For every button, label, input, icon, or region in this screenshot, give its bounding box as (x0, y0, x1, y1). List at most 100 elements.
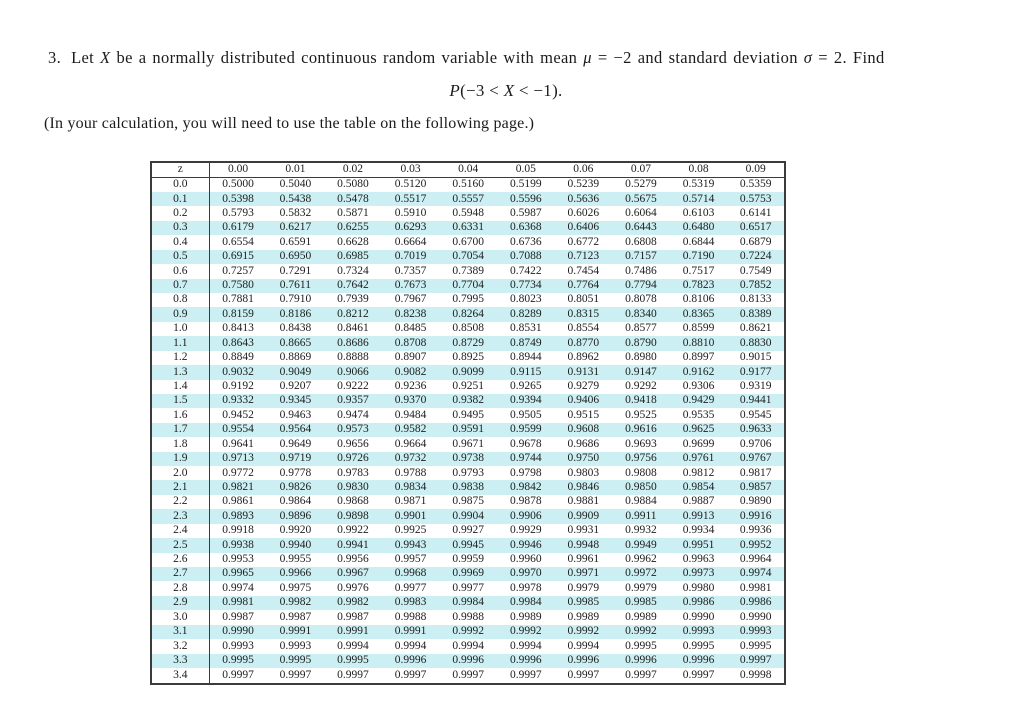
probability-cell: 0.9049 (279, 365, 312, 378)
probability-cell: 0.9793 (452, 466, 484, 479)
probability-cell: 0.9975 (279, 581, 312, 594)
z-value-cell: 1.8 (151, 437, 210, 452)
probability-cell: 0.9997 (279, 668, 312, 681)
z-value-cell: 1.7 (151, 422, 210, 438)
probability-cell: 0.9997 (452, 668, 484, 681)
probability-cell: 0.7881 (222, 293, 254, 306)
z-value-cell: 0.1 (151, 192, 210, 207)
probability-cell: 0.6141 (739, 206, 772, 219)
z-value-cell: 2.0 (151, 466, 210, 481)
probability-cell: 0.7794 (625, 279, 657, 292)
probability-cell: 0.9893 (222, 509, 254, 522)
probability-cell: 0.9997 (394, 668, 427, 681)
probability-cell: 0.8508 (452, 322, 484, 335)
probability-cell: 0.6844 (682, 235, 715, 248)
probability-cell: 0.9678 (509, 437, 542, 450)
problem-text-2: be a normally distributed continuous ran… (110, 48, 584, 67)
probability-cell: 0.8749 (509, 336, 542, 349)
probability-p-symbol: P (449, 81, 461, 100)
probability-cell: 0.9997 (222, 668, 254, 681)
table-row: 2.3 0.9893 0.9896 0.9898 0.9901 0.9904 0.9906 0… (151, 509, 785, 524)
table-row: 1.1 0.8643 0.8665 0.8686 0.8708 0.8729 0.8749 0… (151, 336, 785, 351)
probability-cell: 0.9906 (509, 509, 542, 522)
probability-cell: 0.9984 (452, 596, 484, 609)
probability-cell: 0.9993 (222, 639, 254, 652)
z-value-cell: 0.6 (151, 264, 210, 279)
probability-cell: 0.9664 (394, 437, 427, 450)
table-row: 0.3 0.6179 0.6217 0.6255 0.6293 0.6331 0.6368 0… (151, 220, 785, 236)
table-row: 3.3 0.9995 0.9995 0.9995 0.9996 0.9996 0.9996 0… (151, 653, 785, 668)
probability-cell: 0.9916 (739, 509, 772, 522)
probability-cell: 0.9985 (625, 596, 657, 609)
probability-expression: P(−3 < X < −1). (0, 81, 1012, 101)
probability-cell: 0.9980 (682, 581, 715, 594)
probability-cell: 0.5080 (337, 178, 369, 191)
probability-cell: 0.8554 (567, 322, 600, 335)
probability-cell: 0.8485 (394, 322, 427, 335)
probability-cell: 0.5359 (739, 178, 772, 191)
probability-cell: 0.8665 (279, 336, 312, 349)
probability-cell: 0.8389 (739, 307, 772, 320)
probability-cell: 0.9656 (337, 437, 369, 450)
probability-cell: 0.6772 (567, 235, 600, 248)
probability-cell: 0.9943 (394, 538, 427, 551)
probability-cell: 0.9982 (337, 596, 369, 609)
probability-cell: 0.9986 (739, 596, 772, 609)
probability-cell: 0.9968 (394, 567, 427, 580)
probability-cell: 0.9932 (625, 524, 657, 537)
probability-cell: 0.9332 (222, 394, 254, 407)
probability-cell: 0.8186 (279, 307, 312, 320)
probability-cell: 0.9706 (739, 437, 772, 450)
probability-cell: 0.9382 (452, 394, 484, 407)
probability-cell: 0.9901 (394, 509, 427, 522)
probability-cell: 0.8980 (625, 351, 657, 364)
probability-cell: 0.8770 (567, 336, 600, 349)
probability-cell: 0.9994 (452, 639, 484, 652)
probability-cell: 0.8849 (222, 351, 254, 364)
probability-cell: 0.9192 (222, 379, 254, 392)
problem-statement: 3. Let X be a normally distributed contin… (48, 48, 998, 68)
probability-cell: 0.9463 (279, 408, 312, 421)
probability-cell: 0.9948 (567, 538, 600, 551)
probability-cell: 0.9909 (567, 509, 600, 522)
probability-cell: 0.8708 (394, 336, 427, 349)
probability-cell: 0.9279 (567, 379, 600, 392)
probability-cell: 0.9981 (739, 581, 772, 594)
probability-cell: 0.9936 (739, 524, 772, 537)
probability-cell: 0.9977 (394, 581, 427, 594)
probability-cell: 0.9972 (625, 567, 657, 580)
probability-cell: 0.9992 (625, 625, 657, 638)
probability-cell: 0.9761 (682, 452, 715, 465)
probability-cell: 0.7324 (337, 264, 369, 277)
probability-cell: 0.9979 (567, 581, 600, 594)
probability-cell: 0.7517 (682, 264, 715, 277)
probability-cell: 0.9979 (625, 581, 657, 594)
probability-cell: 0.9967 (337, 567, 369, 580)
column-header: 0.00 (209, 162, 267, 178)
table-row: 0.6 0.7257 0.7291 0.7324 0.7357 0.7389 0.7422 0… (151, 264, 785, 279)
probability-cell: 0.9918 (222, 524, 254, 537)
probability-cell: 0.9821 (222, 480, 254, 493)
table-row: 1.9 0.9713 0.9719 0.9726 0.9732 0.9738 0.9744 0… (151, 451, 785, 467)
z-value-cell: 1.0 (151, 321, 210, 337)
probability-cell: 0.7157 (625, 250, 657, 263)
probability-cell: 0.9995 (739, 639, 772, 652)
table-row: 3.2 0.9993 0.9993 0.9994 0.9994 0.9994 0.9994 0… (151, 639, 785, 654)
probability-cell: 0.9884 (625, 495, 657, 508)
column-header: 0.07 (612, 162, 670, 178)
probability-cell: 0.9345 (279, 394, 312, 407)
standard-normal-table: z 0.00 0.01 0.02 0.03 0.04 0.05 0.06 0.07 0.08 0.… (150, 161, 786, 685)
probability-cell: 0.6179 (222, 221, 254, 234)
probability-cell: 0.7190 (682, 250, 715, 263)
z-value-cell: 2.1 (151, 480, 210, 495)
probability-cell: 0.6026 (567, 206, 600, 219)
z-value-cell: 2.4 (151, 523, 210, 539)
probability-cell: 0.9817 (739, 466, 772, 479)
probability-cell: 0.6255 (337, 221, 369, 234)
probability-cell: 0.9938 (222, 538, 254, 551)
probability-cell: 0.7123 (567, 250, 600, 263)
probability-cell: 0.5675 (625, 192, 657, 205)
probability-cell: 0.9987 (279, 610, 312, 623)
probability-cell: 0.9977 (452, 581, 484, 594)
z-value-cell: 3.4 (151, 667, 210, 684)
